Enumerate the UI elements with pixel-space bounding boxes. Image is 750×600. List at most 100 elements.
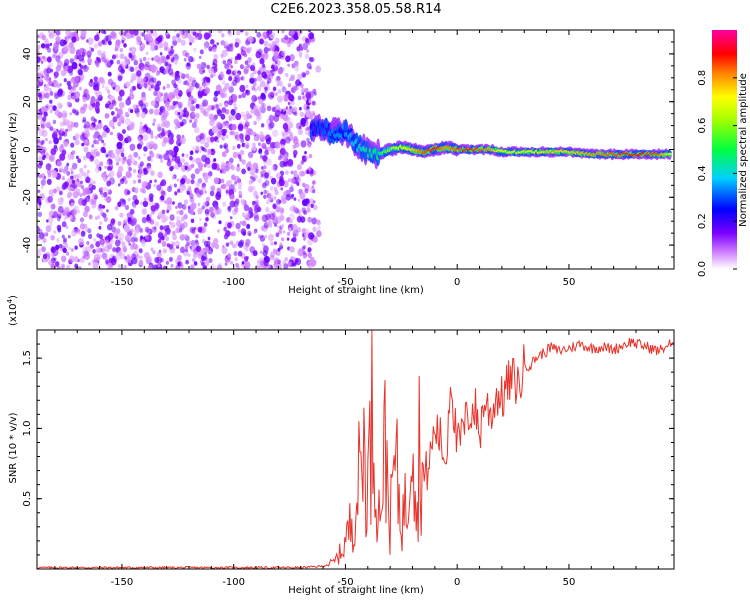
noise-speckle xyxy=(49,91,54,96)
noise-speckle xyxy=(45,121,51,129)
noise-speckle xyxy=(52,80,56,84)
noise-speckle xyxy=(79,193,83,198)
noise-speckle xyxy=(163,200,167,204)
noise-speckle xyxy=(177,202,183,209)
noise-speckle xyxy=(202,172,206,177)
noise-speckle xyxy=(46,219,49,223)
noise-speckle xyxy=(73,179,79,185)
noise-speckle xyxy=(186,62,191,67)
noise-speckle xyxy=(140,94,147,102)
noise-speckle xyxy=(191,100,195,105)
noise-speckle xyxy=(141,208,147,215)
noise-speckle xyxy=(117,264,121,269)
noise-speckle xyxy=(102,253,108,261)
x-tick-label: -150 xyxy=(111,577,134,588)
noise-speckle xyxy=(70,184,73,188)
noise-speckle xyxy=(283,191,287,196)
noise-speckle xyxy=(154,221,160,228)
noise-speckle xyxy=(222,60,227,65)
noise-speckle xyxy=(59,103,63,109)
noise-speckle xyxy=(278,178,285,187)
snr-series xyxy=(37,330,674,569)
noise-speckle xyxy=(221,80,226,85)
noise-speckle xyxy=(223,128,228,134)
noise-speckle xyxy=(180,216,185,222)
noise-speckle xyxy=(301,92,305,96)
noise-speckle xyxy=(72,191,79,199)
noise-speckle xyxy=(100,79,106,85)
noise-speckle xyxy=(277,95,283,103)
noise-speckle xyxy=(216,121,222,129)
noise-speckle xyxy=(100,211,105,217)
noise-speckle xyxy=(124,217,128,223)
noise-speckle xyxy=(185,52,190,58)
noise-speckle xyxy=(253,215,260,222)
noise-speckle xyxy=(261,71,267,79)
noise-speckle xyxy=(216,42,219,46)
noise-speckle xyxy=(128,123,135,131)
noise-speckle xyxy=(274,241,277,246)
noise-speckle xyxy=(274,60,278,65)
noise-speckle xyxy=(312,180,316,185)
noise-speckle xyxy=(277,88,282,94)
noise-speckle xyxy=(289,105,292,110)
noise-speckle xyxy=(44,92,50,99)
noise-speckle xyxy=(199,167,203,172)
noise-speckle xyxy=(173,83,178,89)
noise-speckle xyxy=(312,200,316,204)
noise-speckle xyxy=(176,134,181,141)
noise-speckle xyxy=(312,226,317,232)
noise-speckle xyxy=(312,189,316,194)
noise-speckle xyxy=(260,173,264,178)
noise-speckle xyxy=(95,140,100,145)
noise-speckle xyxy=(70,167,74,172)
noise-speckle xyxy=(238,123,244,130)
noise-speckle xyxy=(112,126,115,130)
x-tick-label: -150 xyxy=(111,277,134,288)
noise-speckle xyxy=(144,61,150,68)
noise-speckle xyxy=(157,171,163,178)
noise-speckle xyxy=(80,65,84,70)
noise-speckle xyxy=(299,107,302,111)
noise-speckle xyxy=(67,153,73,161)
noise-speckle xyxy=(263,46,269,54)
noise-speckle xyxy=(164,31,169,37)
noise-speckle xyxy=(173,30,178,33)
bottom-y-axis: 0.5 1.0 1.5 xyxy=(22,329,674,570)
noise-speckle xyxy=(132,168,137,174)
noise-speckle xyxy=(184,244,189,249)
noise-speckle xyxy=(253,120,257,126)
noise-speckle xyxy=(299,170,304,177)
noise-speckle xyxy=(86,66,90,71)
noise-speckle xyxy=(174,124,179,130)
noise-speckle xyxy=(102,50,106,54)
noise-speckle xyxy=(246,239,250,245)
noise-speckle xyxy=(281,197,287,205)
noise-speckle xyxy=(277,68,283,75)
noise-speckle xyxy=(54,92,59,100)
noise-speckle xyxy=(288,93,294,101)
noise-speckle xyxy=(151,39,157,46)
noise-speckle xyxy=(181,153,185,157)
noise-speckle xyxy=(74,121,79,128)
noise-speckle xyxy=(227,206,232,212)
noise-speckle xyxy=(101,244,105,248)
noise-speckle xyxy=(69,46,76,55)
noise-speckle xyxy=(190,264,195,269)
noise-speckle xyxy=(263,51,268,58)
noise-speckle xyxy=(177,101,183,109)
noise-speckle xyxy=(301,122,306,128)
noise-speckle xyxy=(135,190,138,194)
noise-speckle xyxy=(167,129,172,135)
noise-speckle xyxy=(202,265,207,269)
noise-speckle xyxy=(137,174,141,179)
noise-speckle xyxy=(102,131,108,138)
noise-speckle xyxy=(184,233,188,239)
noise-speckle xyxy=(289,219,293,224)
noise-speckle xyxy=(217,229,220,233)
noise-speckle xyxy=(47,47,52,53)
noise-speckle xyxy=(114,252,121,261)
noise-speckle xyxy=(143,197,147,202)
noise-speckle xyxy=(172,201,175,205)
noise-speckle xyxy=(101,56,106,62)
